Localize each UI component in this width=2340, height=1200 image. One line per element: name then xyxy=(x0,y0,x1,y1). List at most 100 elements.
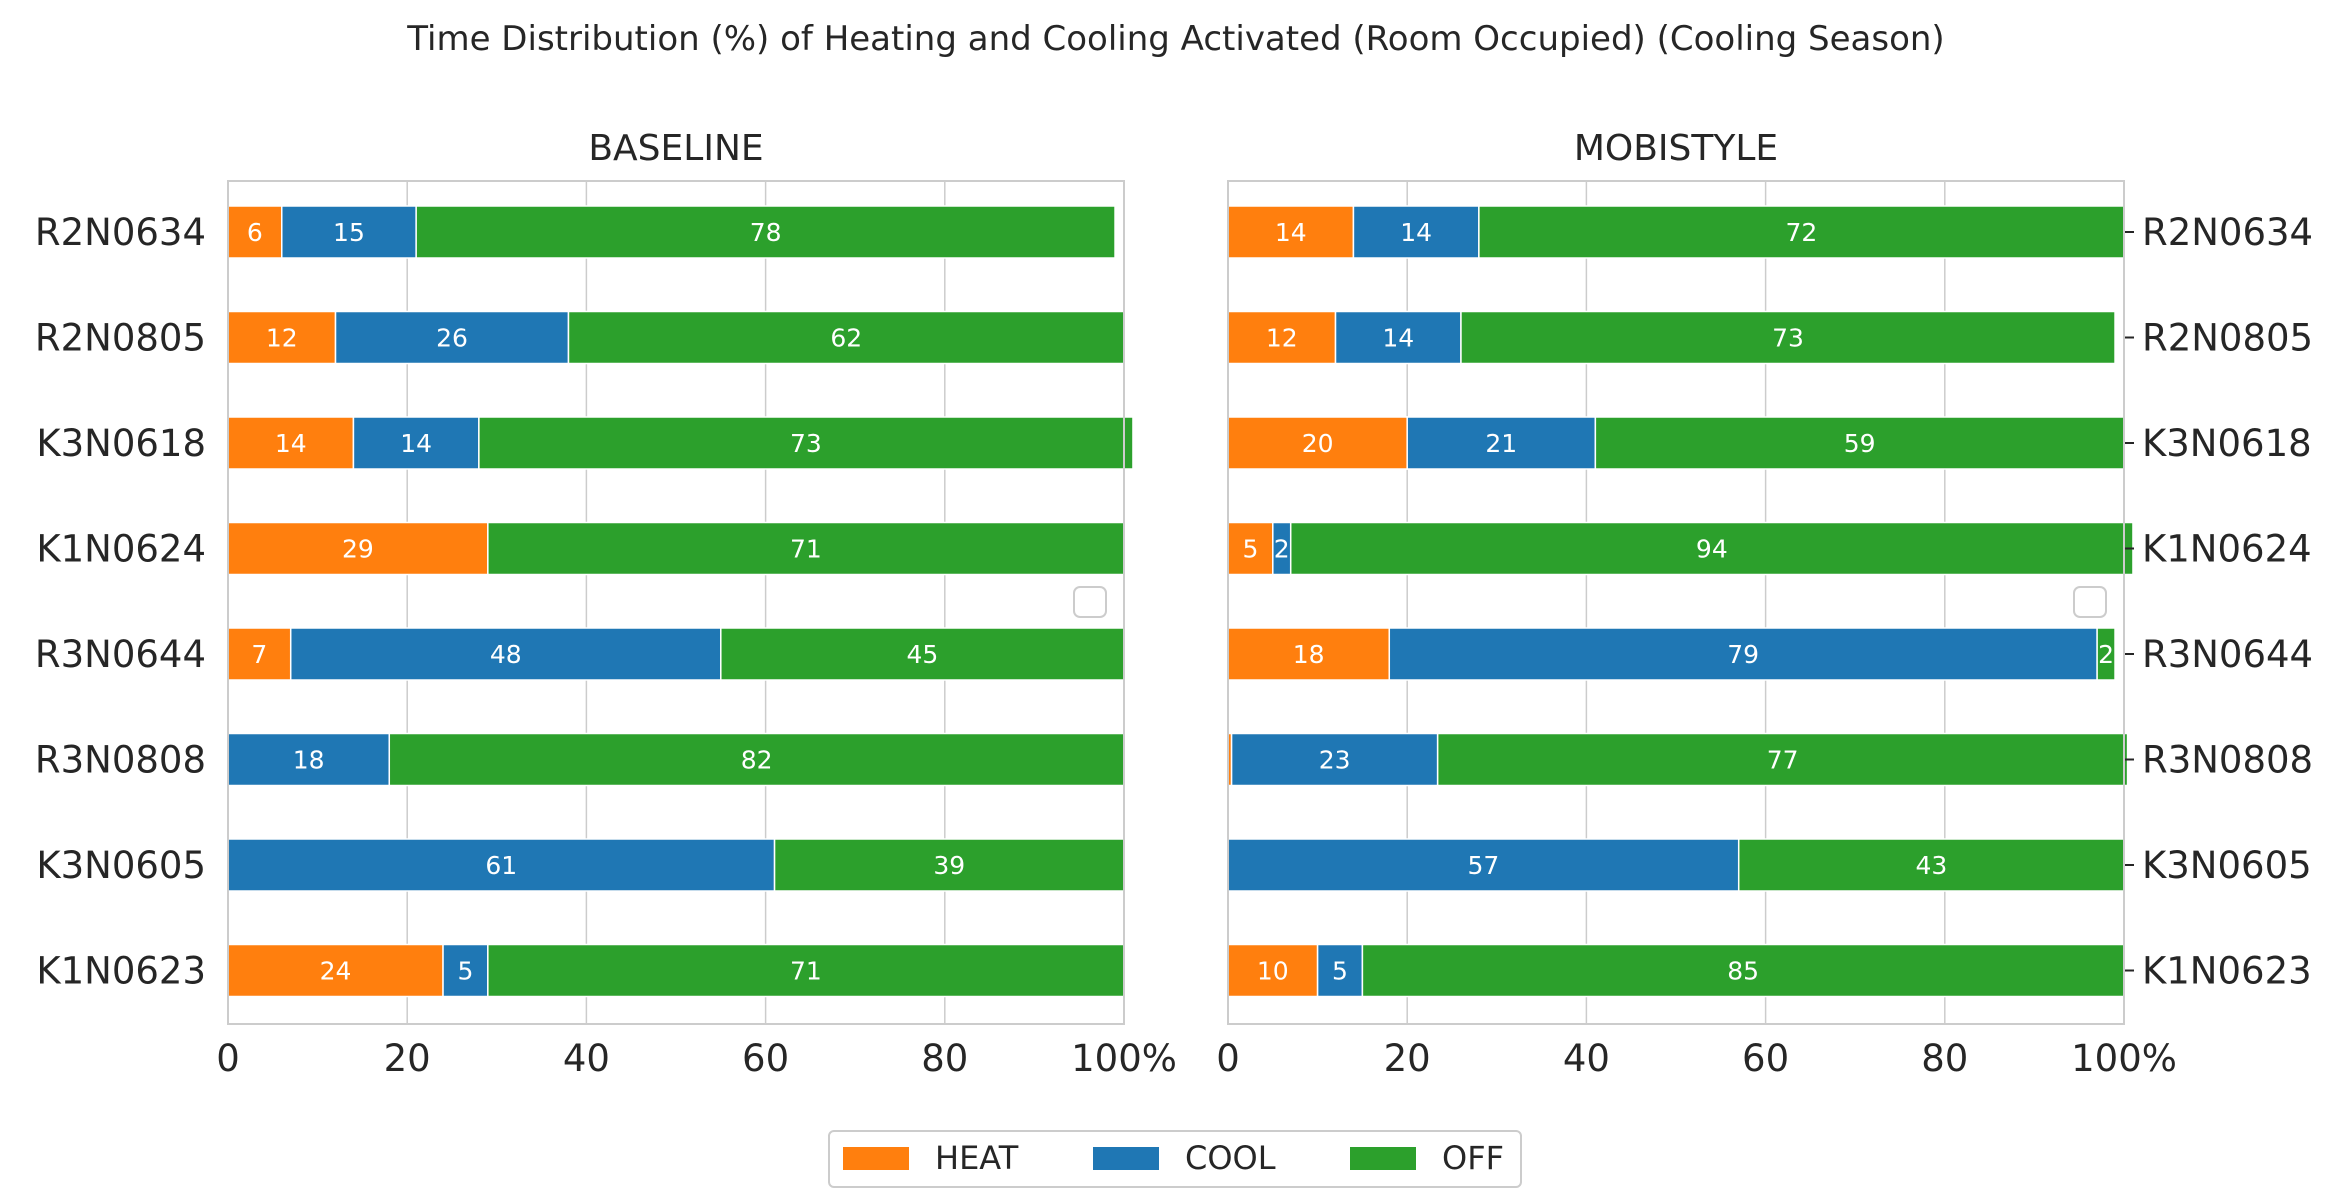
bar-label-cool-r3n0808: 23 xyxy=(1319,746,1351,775)
x-tick-label: 80 xyxy=(921,1037,968,1080)
bar-label-off-r3n0644: 45 xyxy=(906,640,938,669)
legend-swatch-off xyxy=(1350,1147,1416,1170)
category-label: K3N0618 xyxy=(2142,422,2312,465)
bar-cool-r2n0805 xyxy=(334,310,570,365)
bar-heat-r2n0634 xyxy=(227,205,283,259)
legend-label-heat: HEAT xyxy=(935,1139,1019,1177)
bar-heat-r3n0644 xyxy=(1227,627,1391,681)
bar-cool-r2n0805 xyxy=(1334,310,1462,365)
bar-label-cool-r2n0805: 14 xyxy=(1382,324,1414,353)
bar-label-off-r2n0634: 72 xyxy=(1786,218,1818,247)
bar-off-r3n0808 xyxy=(1436,732,2129,787)
bar-heat-k1n0624 xyxy=(1227,521,1274,576)
bar-heat-r2n0634 xyxy=(1227,205,1355,259)
bar-label-heat-k1n0623: 10 xyxy=(1257,957,1289,986)
bar-cool-k3n0605 xyxy=(1227,838,1740,892)
bar-label-heat-r3n0644: 18 xyxy=(1293,640,1325,669)
x-tick-label: 40 xyxy=(563,1037,610,1080)
category-label: K3N0605 xyxy=(2142,844,2312,887)
category-label: K3N0618 xyxy=(36,422,206,465)
bar-off-k3n0605 xyxy=(1737,838,2125,892)
x-tick-label: 100% xyxy=(1071,1037,1177,1080)
category-label: K1N0623 xyxy=(36,950,206,993)
bar-label-heat-r2n0805: 12 xyxy=(1266,324,1298,353)
bar-label-heat-k3n0618: 14 xyxy=(275,429,307,458)
x-tick-label: 0 xyxy=(216,1037,240,1080)
bar-label-cool-r2n0634: 15 xyxy=(333,218,365,247)
bar-heat-k1n0623 xyxy=(227,943,444,998)
bar-cool-r2n0634 xyxy=(1352,205,1480,259)
category-label: K1N0624 xyxy=(2142,528,2312,571)
bar-heat-r2n0805 xyxy=(1227,310,1337,365)
bar-label-cool-r2n0634: 14 xyxy=(1400,218,1432,247)
category-label: R3N0808 xyxy=(2142,739,2313,782)
bar-label-heat-k1n0623: 24 xyxy=(320,957,352,986)
legend: HEAT COOL OFF xyxy=(828,1130,1522,1188)
empty-legend-box xyxy=(2073,586,2107,618)
bar-cool-r3n0808 xyxy=(1230,732,1439,787)
bar-label-heat-k1n0624: 29 xyxy=(342,535,374,564)
bar-label-off-k3n0618: 73 xyxy=(790,429,822,458)
legend-swatch-cool xyxy=(1093,1147,1159,1170)
x-tick-label: 100% xyxy=(2071,1037,2177,1080)
chart-title: Time Distribution (%) of Heating and Coo… xyxy=(406,19,1944,59)
bar-off-k3n0618 xyxy=(1594,416,2125,470)
bar-label-heat-r3n0644: 7 xyxy=(251,640,267,669)
x-tick-label: 20 xyxy=(384,1037,431,1080)
bar-label-cool-r2n0805: 26 xyxy=(436,324,468,353)
category-label: R2N0805 xyxy=(2142,317,2313,360)
bar-heat-r3n0644 xyxy=(227,627,292,681)
bar-label-off-r3n0808: 82 xyxy=(741,746,773,775)
x-tick-label: 40 xyxy=(1563,1037,1610,1080)
bar-off-k3n0618 xyxy=(478,416,1134,470)
bar-off-k3n0605 xyxy=(773,838,1125,892)
category-label: R2N0634 xyxy=(2142,211,2313,254)
bar-off-r3n0644 xyxy=(2096,627,2116,681)
bar-label-heat-k3n0618: 20 xyxy=(1302,429,1334,458)
bar-label-cool-k3n0618: 21 xyxy=(1485,429,1517,458)
category-label: K3N0605 xyxy=(36,844,206,887)
category-label: K1N0624 xyxy=(36,528,206,571)
bar-label-off-r2n0634: 78 xyxy=(750,218,782,247)
category-label: R3N0644 xyxy=(35,633,206,676)
bar-label-off-k3n0605: 43 xyxy=(1915,851,1947,880)
x-tick-label: 60 xyxy=(1742,1037,1789,1080)
bar-label-off-k1n0624: 71 xyxy=(790,535,822,564)
bar-label-off-k1n0623: 85 xyxy=(1727,957,1759,986)
bar-label-cool-r3n0644: 48 xyxy=(490,640,522,669)
bar-off-r2n0805 xyxy=(567,310,1125,365)
bar-cool-r3n0644 xyxy=(289,627,722,681)
bar-off-r3n0644 xyxy=(720,627,1125,681)
plot-frame xyxy=(1227,180,2125,1025)
bar-label-heat-r2n0805: 12 xyxy=(266,324,298,353)
bar-label-cool-k1n0624: 2 xyxy=(1274,535,1290,564)
bar-label-cool-k1n0623: 5 xyxy=(457,957,473,986)
bar-label-off-r3n0808: 77 xyxy=(1767,746,1799,775)
legend-swatch-heat xyxy=(843,1147,909,1170)
legend-label-cool: COOL xyxy=(1185,1139,1276,1177)
bar-off-k1n0623 xyxy=(487,943,1125,998)
bar-heat-k1n0624 xyxy=(227,521,489,576)
bar-label-cool-r3n0644: 79 xyxy=(1727,640,1759,669)
bar-heat-k3n0618 xyxy=(1227,416,1408,470)
bar-cool-k3n0618 xyxy=(1406,416,1597,470)
category-label: R3N0644 xyxy=(2142,633,2313,676)
x-tick-label: 60 xyxy=(742,1037,789,1080)
bar-off-r2n0634 xyxy=(415,205,1116,259)
category-label: R2N0634 xyxy=(35,211,206,254)
bar-label-cool-k3n0618: 14 xyxy=(400,429,432,458)
panel-title: MOBISTYLE xyxy=(1574,128,1778,169)
bar-off-r2n0634 xyxy=(1478,205,2125,259)
empty-legend-box xyxy=(1073,586,1107,618)
legend-frame xyxy=(828,1130,1522,1188)
panel-title: BASELINE xyxy=(588,128,763,169)
bar-label-off-r3n0644: 2 xyxy=(2098,640,2114,669)
legend-label-off: OFF xyxy=(1442,1139,1504,1177)
plot-frame xyxy=(227,180,1125,1025)
bar-label-cool-k3n0605: 61 xyxy=(485,851,517,880)
bar-label-off-k3n0618: 59 xyxy=(1844,429,1876,458)
category-label: R2N0805 xyxy=(35,317,206,360)
